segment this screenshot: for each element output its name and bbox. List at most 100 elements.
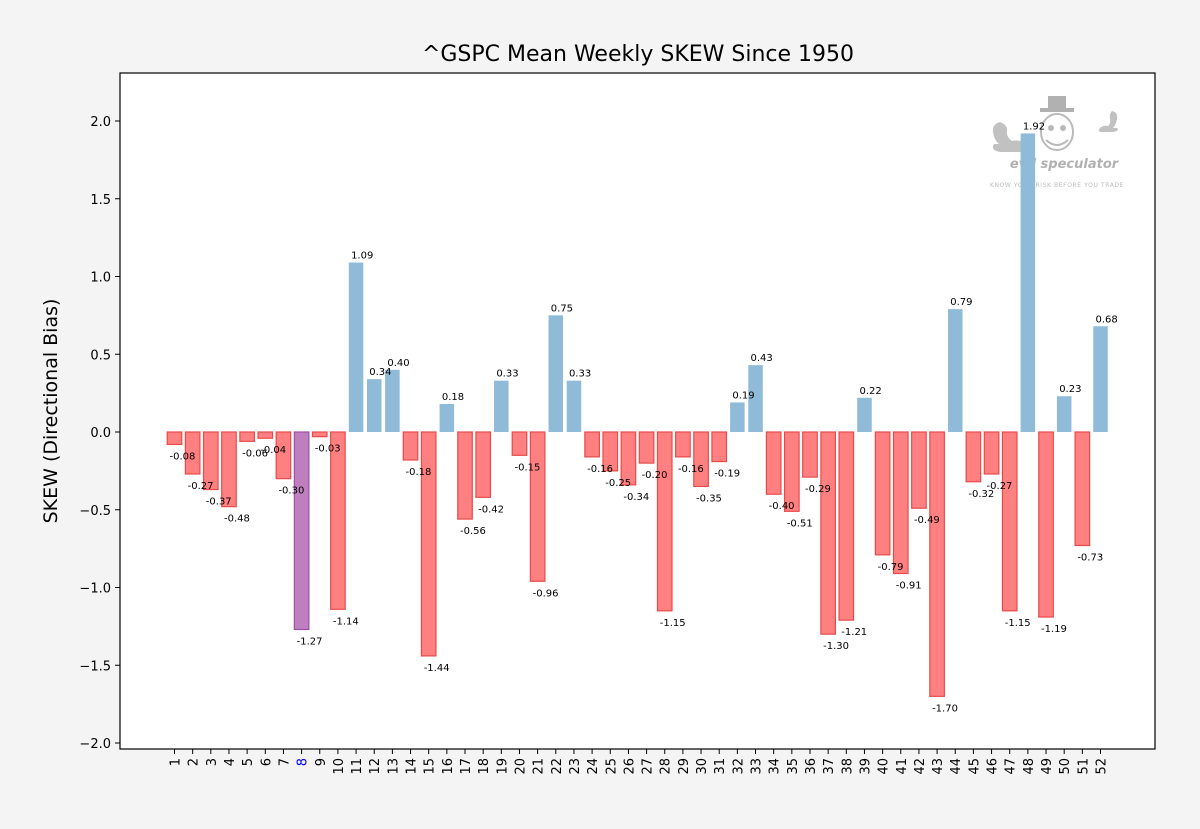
data-label-week-27: -0.20 — [642, 470, 668, 481]
x-tick-label-41: 41 — [895, 758, 910, 775]
data-label-week-39: 0.22 — [859, 386, 881, 397]
chart-title: ^GSPC Mean Weekly SKEW Since 1950 — [422, 42, 854, 67]
data-label-week-33: 0.43 — [751, 353, 773, 364]
bar-week-39 — [857, 397, 872, 432]
x-tick-label-19: 19 — [495, 758, 510, 775]
bar-week-13 — [385, 369, 400, 432]
x-tick-label-26: 26 — [622, 758, 637, 775]
data-label-week-46: -0.27 — [987, 481, 1013, 492]
bar-week-35 — [783, 431, 800, 512]
x-tick-label-6: 6 — [259, 758, 274, 766]
bar-week-41 — [892, 431, 909, 575]
bar-week-34 — [765, 431, 782, 495]
bar-week-28 — [656, 431, 673, 612]
data-label-week-37: -1.30 — [823, 641, 849, 652]
data-label-week-6: -0.04 — [260, 445, 286, 456]
x-axis: 1 2 3 4 5 6 7 8 9 10 11 12 13 14 15 16 17 18 19 20 21 22 23 24 2… — [169, 749, 1110, 775]
x-tick-label-9: 9 — [314, 758, 329, 766]
data-label-week-40: -0.79 — [878, 562, 904, 573]
data-label-week-32: 0.19 — [732, 390, 754, 401]
x-tick-label-23: 23 — [568, 758, 583, 775]
watermark-name: evil speculator — [1010, 157, 1120, 172]
bar-week-20 — [511, 431, 528, 456]
bar-week-4 — [221, 431, 237, 508]
x-tick-label-16: 16 — [441, 758, 456, 775]
data-label-week-29: -0.16 — [678, 464, 704, 475]
bar-week-42 — [911, 431, 927, 509]
bar-week-24 — [584, 431, 600, 458]
y-tick-label: −1.5 — [79, 659, 111, 674]
y-axis-label: SKEW (Directional Bias) — [40, 299, 62, 524]
watermark-tagline: KNOW YOUR RISK BEFORE YOU TRADE — [990, 182, 1124, 189]
x-tick-label-40: 40 — [877, 758, 892, 775]
x-tick-label-10: 10 — [332, 758, 347, 775]
data-label-week-8: -1.27 — [297, 636, 323, 647]
x-tick-label-25: 25 — [604, 758, 619, 775]
bar-week-33 — [748, 365, 763, 432]
x-tick-label-8: 8 — [296, 758, 311, 766]
data-label-week-19: 0.33 — [496, 369, 518, 380]
data-label-week-30: -0.35 — [696, 493, 722, 504]
data-label-week-49: -1.19 — [1041, 624, 1067, 635]
x-tick-label-27: 27 — [641, 758, 656, 775]
data-label-week-31: -0.19 — [714, 469, 740, 480]
bar-week-7 — [275, 431, 292, 480]
bar-week-16 — [439, 404, 455, 432]
data-label-week-20: -0.15 — [514, 462, 540, 473]
bar-week-47 — [1001, 431, 1018, 612]
x-tick-label-21: 21 — [532, 758, 547, 775]
data-label-week-11: 1.09 — [351, 251, 373, 262]
data-label-week-50: 0.23 — [1059, 384, 1081, 395]
x-tick-label-24: 24 — [586, 758, 601, 775]
bar-week-45 — [965, 431, 982, 483]
data-label-week-52: 0.68 — [1096, 314, 1118, 325]
x-tick-label-43: 43 — [931, 758, 946, 775]
data-label-week-23: 0.33 — [569, 369, 591, 380]
x-tick-label-14: 14 — [405, 758, 420, 775]
data-label-week-38: -1.21 — [841, 627, 867, 638]
x-tick-label-50: 50 — [1058, 758, 1073, 775]
x-tick-label-34: 34 — [768, 758, 783, 775]
bar-week-6 — [257, 431, 274, 439]
x-tick-label-38: 38 — [840, 758, 855, 775]
data-label-week-48: 1.92 — [1023, 121, 1045, 132]
x-tick-label-52: 52 — [1095, 758, 1110, 775]
data-label-week-43: -1.70 — [932, 703, 958, 714]
x-tick-label-2: 2 — [187, 758, 202, 766]
data-label-week-7: -0.30 — [278, 486, 304, 497]
x-tick-label-12: 12 — [368, 758, 383, 775]
data-label-week-4: -0.48 — [224, 514, 250, 525]
data-label-week-36: -0.29 — [805, 484, 831, 495]
bar-week-9 — [311, 431, 328, 438]
y-tick-label: 2.0 — [90, 115, 111, 130]
data-label-week-16: 0.18 — [442, 392, 464, 403]
plot-area — [120, 73, 1155, 749]
x-tick-label-22: 22 — [550, 758, 565, 775]
x-tick-label-1: 1 — [169, 758, 184, 766]
bar-week-38 — [838, 431, 855, 621]
swan-left-icon — [992, 122, 1026, 152]
x-tick-label-15: 15 — [423, 758, 438, 775]
data-label-week-42: -0.49 — [914, 515, 940, 526]
x-tick-label-7: 7 — [277, 758, 292, 766]
bar-week-27 — [638, 431, 655, 464]
bar-labels-layer: -0.08 -0.27 -0.37 -0.48 -0.06-0.04 -0.30 -1.27… — [170, 121, 1118, 714]
bar-week-52 — [1093, 326, 1108, 432]
x-tick-label-20: 20 — [513, 758, 528, 775]
bar-week-49 — [1038, 431, 1054, 618]
bar-week-3 — [202, 431, 219, 491]
x-tick-label-36: 36 — [804, 758, 819, 775]
bar-week-44 — [947, 309, 963, 432]
watermark-logo: evil speculator KNOW YOUR RISK BEFORE YO… — [990, 96, 1124, 189]
bar-week-36 — [802, 431, 818, 478]
bar-week-8 — [293, 431, 310, 631]
bar-week-29 — [675, 431, 691, 458]
data-label-week-10: -1.14 — [333, 616, 359, 627]
x-tick-label-29: 29 — [677, 758, 692, 775]
bar-week-10 — [330, 431, 346, 610]
x-tick-label-35: 35 — [786, 758, 801, 775]
data-label-week-24: -0.16 — [587, 464, 613, 475]
data-label-week-25: -0.25 — [605, 478, 631, 489]
